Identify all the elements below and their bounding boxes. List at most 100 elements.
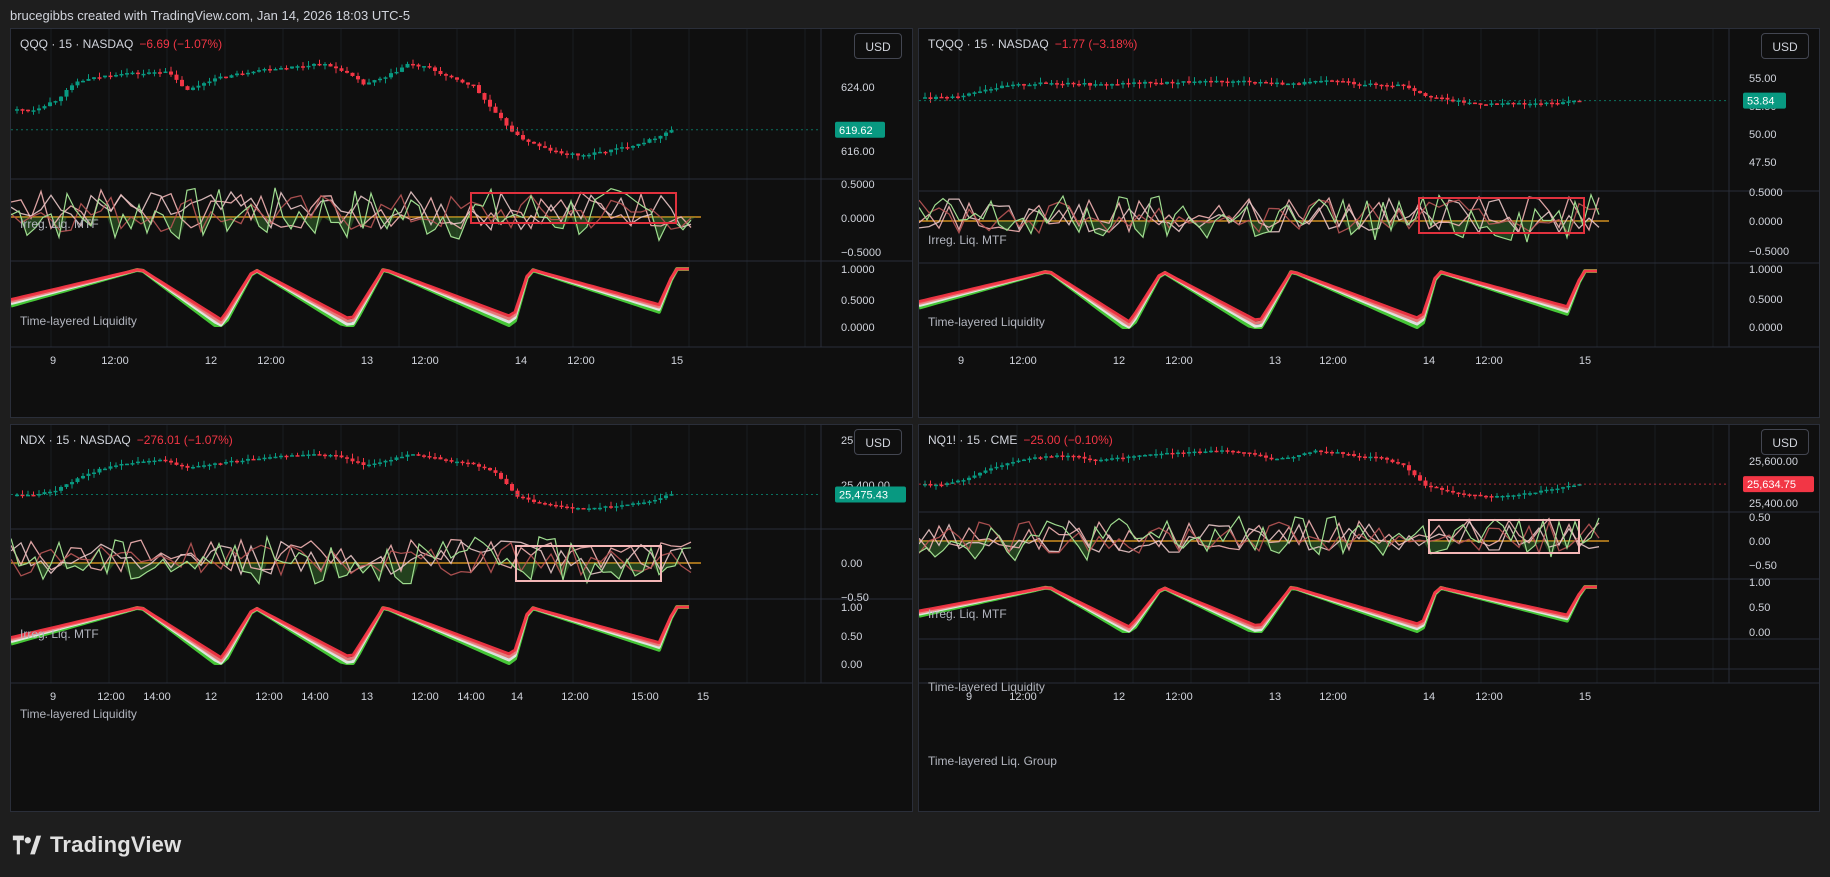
candle	[923, 97, 927, 99]
candle	[1093, 84, 1098, 86]
candle	[488, 467, 492, 471]
candle	[1456, 100, 1461, 102]
candle	[1478, 494, 1483, 497]
osc-tick: 0.0000	[841, 213, 875, 225]
candle	[1016, 84, 1021, 86]
candle	[1478, 103, 1483, 105]
candle	[81, 80, 85, 83]
candle	[1577, 484, 1582, 486]
candle	[642, 502, 646, 504]
candle	[1016, 460, 1021, 463]
candle	[1352, 454, 1356, 457]
price-change: −25.00 (−0.10%)	[1023, 433, 1113, 447]
candle	[191, 87, 195, 90]
candle	[1209, 450, 1213, 453]
currency-button[interactable]: USD	[854, 33, 902, 59]
time-tick: 15	[1579, 691, 1591, 703]
candle	[92, 77, 96, 79]
chart-panel-nq[interactable]: 25,600.00 25,400.00 25,634.75 0.50 0.00 −0.50…	[918, 424, 1820, 812]
candle	[455, 77, 459, 80]
candle	[383, 460, 388, 463]
candle	[570, 507, 575, 509]
currency-button[interactable]: USD	[1761, 33, 1809, 59]
candle	[444, 459, 448, 461]
time-tick: 12:00	[1319, 355, 1347, 367]
tl-tick: 0.00	[841, 659, 862, 671]
osc-tick: −0.50	[841, 592, 869, 604]
chart-panel-qqq[interactable]: 624.00 616.00 619.62 0.5000 0.0000 −0.5000 1.0…	[10, 28, 913, 418]
candle	[548, 503, 553, 506]
candle	[444, 74, 448, 76]
candle	[185, 86, 190, 90]
chart-panel-tqqq[interactable]: 55.0052.5050.0047.5053.840.50000.0000−0.…	[918, 28, 1820, 418]
candle	[1368, 83, 1373, 86]
candle	[1517, 494, 1521, 497]
time-tick: 12:00	[1475, 355, 1503, 367]
time-tick: 14	[515, 355, 527, 367]
candle	[97, 468, 102, 473]
time-tick: 12:00	[257, 355, 285, 367]
candle	[570, 153, 575, 155]
candle	[1181, 81, 1186, 83]
osc-tick: 0.00	[1749, 536, 1770, 548]
price-axis: 624.00 616.00 619.62 0.5000 0.0000 −0.5000 1.0…	[835, 82, 885, 334]
candle	[1291, 456, 1296, 459]
candle	[576, 153, 580, 156]
candle	[42, 106, 47, 109]
candle	[86, 473, 91, 476]
candle	[323, 454, 327, 457]
candle	[218, 76, 223, 79]
candle	[1044, 456, 1048, 458]
candle	[1500, 495, 1505, 498]
highlight-box	[1418, 197, 1585, 234]
candle	[515, 490, 520, 497]
candle	[295, 66, 300, 68]
candle	[400, 67, 404, 72]
tradingview-brand[interactable]: TradingView	[12, 830, 181, 860]
candle	[471, 462, 476, 465]
candle	[1187, 81, 1191, 83]
price-change: −1.77 (−3.18%)	[1054, 37, 1138, 51]
candle	[262, 69, 267, 71]
candle	[1352, 81, 1356, 85]
tl-title: Time-layered Liquidity	[20, 707, 137, 721]
candle	[103, 468, 107, 471]
candle	[119, 73, 124, 76]
candle	[1440, 97, 1444, 100]
candle	[174, 462, 179, 465]
candle	[1231, 450, 1235, 453]
candle	[1539, 103, 1543, 105]
time-tick: 9	[966, 691, 972, 703]
candle	[493, 106, 498, 113]
layer-line	[919, 269, 1597, 324]
osc-tick: −0.5000	[1749, 246, 1789, 258]
candle	[1363, 456, 1367, 459]
candle	[53, 490, 58, 493]
candle	[1022, 84, 1026, 86]
candle	[48, 102, 52, 107]
candle	[532, 499, 536, 503]
candle	[1093, 459, 1098, 462]
candle	[1429, 485, 1433, 488]
candle	[1495, 496, 1499, 498]
candle	[1005, 85, 1010, 88]
candle	[543, 146, 547, 148]
currency-button[interactable]: USD	[1761, 429, 1809, 455]
time-tick: 12:00	[101, 355, 129, 367]
candle	[587, 508, 591, 510]
candle	[1379, 84, 1384, 87]
chart-panel-ndx[interactable]: 25,600.0025,400.0025,475.430.00−0.501.00…	[10, 424, 913, 812]
currency-button[interactable]: USD	[854, 429, 902, 455]
candle	[559, 505, 564, 508]
candle	[279, 455, 283, 458]
candle	[268, 457, 272, 459]
candle	[1165, 452, 1169, 455]
candle	[1198, 451, 1202, 454]
candle	[246, 458, 250, 461]
candle	[1462, 493, 1466, 495]
tl-tick: 1.0000	[841, 264, 875, 276]
candle	[1082, 82, 1087, 85]
candle	[1528, 493, 1532, 495]
candle	[526, 139, 531, 142]
candle	[1297, 83, 1301, 85]
